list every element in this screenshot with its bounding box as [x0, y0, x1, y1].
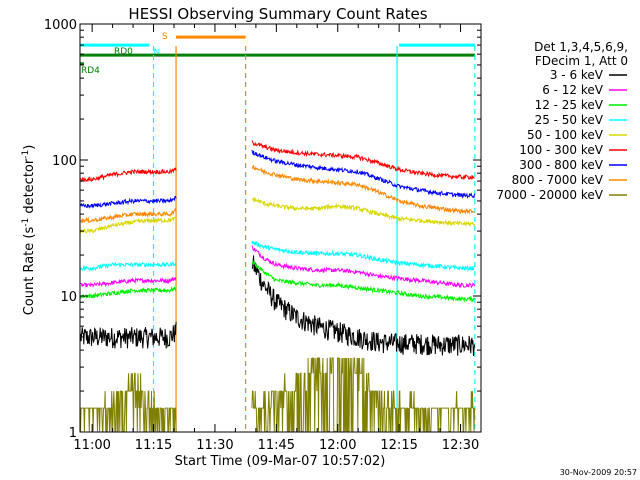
legend-entry-label: 7000 - 20000 keV [496, 188, 603, 202]
y-axis-label-sup2: -1 [21, 150, 31, 159]
legend-entry-label: 3 - 6 keV [550, 68, 604, 82]
series-line-4 [80, 240, 475, 273]
flag-label-rd4: RD4 [81, 66, 100, 76]
flag-label-rd0: RD0 [114, 47, 133, 57]
state-flags: SN RD0 RD4 [80, 32, 475, 76]
series-line-7 [80, 149, 476, 209]
series-lines [80, 140, 476, 432]
footer-date: 30-Nov-2009 20:57 [560, 468, 637, 477]
chart-title: HESSI Observing Summary Count Rates [128, 5, 427, 23]
series-line-3 [80, 260, 475, 303]
legend-entry-label: 6 - 12 keV [542, 83, 604, 97]
legend-entry-label: 25 - 50 keV [535, 113, 604, 127]
legend-entry-label: 50 - 100 keV [527, 128, 604, 142]
x-tick-label: 12:15 [380, 438, 417, 453]
x-tick-label: 11:00 [73, 438, 110, 453]
y-axis-label-sup1: -1 [21, 218, 31, 227]
legend-header-line: FDecim 1, Att 0 [535, 54, 628, 68]
flag-label-n: N [153, 48, 160, 58]
y-axis-label: Count Rate (s-1 detector-1) [21, 145, 37, 316]
series-line-1 [80, 255, 476, 357]
x-axis-label: Start Time (09-Mar-07 10:57:02) [175, 454, 386, 469]
y-tick-label: 10 [60, 290, 77, 305]
y-axis-label-end: ) [22, 145, 37, 150]
legend-entry-label: 12 - 25 keV [535, 98, 604, 112]
vertical-markers [152, 46, 476, 432]
legend-entry-label: 100 - 300 keV [519, 143, 603, 157]
legend: Det 1,3,4,5,6,9,FDecim 1, Att 03 - 6 keV… [496, 40, 628, 202]
axis-ticks: 11:00 11:15 11:30 11:45 12:00 12:15 12:30 1 10 10… [44, 18, 482, 453]
series-line-2 [80, 245, 476, 289]
series-line-8 [80, 164, 475, 224]
y-tick-label: 1000 [44, 18, 77, 33]
y-axis-label-mid: detector [22, 158, 37, 218]
x-tick-label: 12:30 [442, 438, 479, 453]
y-tick-label: 1 [69, 426, 77, 441]
x-tick-label: 11:45 [258, 438, 295, 453]
legend-header-line: Det 1,3,4,5,6,9, [534, 40, 628, 54]
series-line-9 [80, 357, 476, 432]
x-tick-label: 12:00 [319, 438, 356, 453]
x-tick-label: 11:30 [196, 438, 233, 453]
legend-entry-label: 300 - 800 keV [519, 158, 603, 172]
y-tick-label: 100 [52, 154, 77, 169]
y-axis-label-main: Count Rate (s [22, 227, 37, 316]
series-line-6 [80, 140, 475, 183]
flag-label-s: S [162, 32, 168, 42]
series-line-5 [80, 195, 476, 234]
legend-entry-label: 800 - 7000 keV [512, 173, 604, 187]
plot-frame [79, 23, 482, 433]
x-tick-label: 11:15 [135, 438, 172, 453]
